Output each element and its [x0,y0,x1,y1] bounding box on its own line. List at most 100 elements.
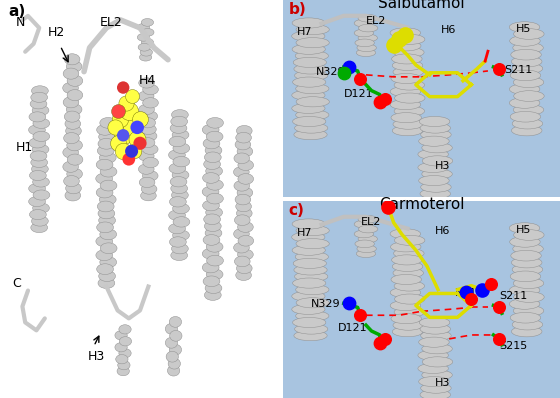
Ellipse shape [100,180,117,191]
Text: EL2: EL2 [100,16,122,29]
Ellipse shape [32,177,49,187]
Ellipse shape [29,183,45,193]
Ellipse shape [203,234,220,245]
Ellipse shape [204,159,221,170]
Ellipse shape [170,237,186,247]
Ellipse shape [418,363,449,374]
Ellipse shape [33,118,50,129]
Ellipse shape [237,146,253,157]
Ellipse shape [66,125,81,137]
Ellipse shape [294,64,327,74]
Ellipse shape [65,190,81,201]
Ellipse shape [30,170,46,181]
Ellipse shape [390,300,421,311]
Ellipse shape [393,60,423,70]
Text: H5: H5 [516,23,531,33]
Ellipse shape [207,193,223,204]
Ellipse shape [29,112,46,122]
Ellipse shape [511,326,542,337]
Ellipse shape [510,70,540,81]
Text: N329: N329 [316,67,346,77]
Ellipse shape [139,78,155,88]
Ellipse shape [422,156,452,166]
Ellipse shape [173,143,190,154]
Ellipse shape [420,324,450,334]
Ellipse shape [391,113,422,123]
Ellipse shape [358,24,378,32]
Ellipse shape [292,278,326,288]
Point [339,70,348,76]
Ellipse shape [292,304,325,314]
Ellipse shape [203,138,220,149]
Point [124,108,133,115]
Ellipse shape [419,317,450,328]
Ellipse shape [390,229,421,239]
Ellipse shape [207,255,223,266]
Ellipse shape [205,145,222,156]
Ellipse shape [514,292,544,302]
Point [133,136,142,142]
Ellipse shape [292,31,325,41]
Ellipse shape [512,319,543,330]
Ellipse shape [292,219,325,229]
Ellipse shape [205,228,222,238]
Ellipse shape [356,49,376,57]
Point [486,281,495,287]
Ellipse shape [391,74,422,84]
Point [136,140,144,146]
Ellipse shape [140,117,156,128]
Ellipse shape [422,343,452,354]
Ellipse shape [421,330,451,341]
Ellipse shape [170,197,186,207]
Ellipse shape [29,125,45,135]
Ellipse shape [419,116,450,127]
Ellipse shape [393,126,423,136]
Ellipse shape [358,215,377,223]
Ellipse shape [390,41,421,51]
Point [345,64,354,70]
Ellipse shape [354,29,374,37]
Ellipse shape [238,236,254,246]
Point [356,76,365,82]
Ellipse shape [64,176,80,187]
Ellipse shape [296,225,329,236]
Point [381,336,390,342]
Ellipse shape [512,264,543,275]
Ellipse shape [393,119,423,129]
Ellipse shape [172,170,189,180]
Ellipse shape [296,238,329,249]
Ellipse shape [292,317,326,328]
Ellipse shape [510,98,540,108]
Ellipse shape [142,171,158,181]
Ellipse shape [393,268,423,278]
Text: H2: H2 [48,26,65,39]
Ellipse shape [293,258,326,269]
Ellipse shape [32,203,49,213]
Ellipse shape [355,39,374,47]
Ellipse shape [296,37,329,48]
Ellipse shape [117,367,129,376]
Ellipse shape [236,125,252,136]
Ellipse shape [97,145,114,156]
Ellipse shape [237,187,253,198]
Point [494,304,503,310]
Ellipse shape [419,176,449,186]
Ellipse shape [142,111,157,121]
Ellipse shape [295,123,328,133]
Ellipse shape [514,230,544,240]
Ellipse shape [139,177,155,187]
Text: EL2: EL2 [366,16,386,25]
Ellipse shape [29,138,46,148]
Point [375,339,384,346]
Ellipse shape [294,129,327,140]
Point [119,132,128,139]
Point [494,66,503,72]
Ellipse shape [137,33,150,41]
Ellipse shape [171,109,188,120]
Ellipse shape [354,20,374,27]
Ellipse shape [510,111,540,122]
Ellipse shape [31,92,48,102]
Point [136,116,144,123]
Ellipse shape [422,357,452,367]
Point [124,156,133,162]
